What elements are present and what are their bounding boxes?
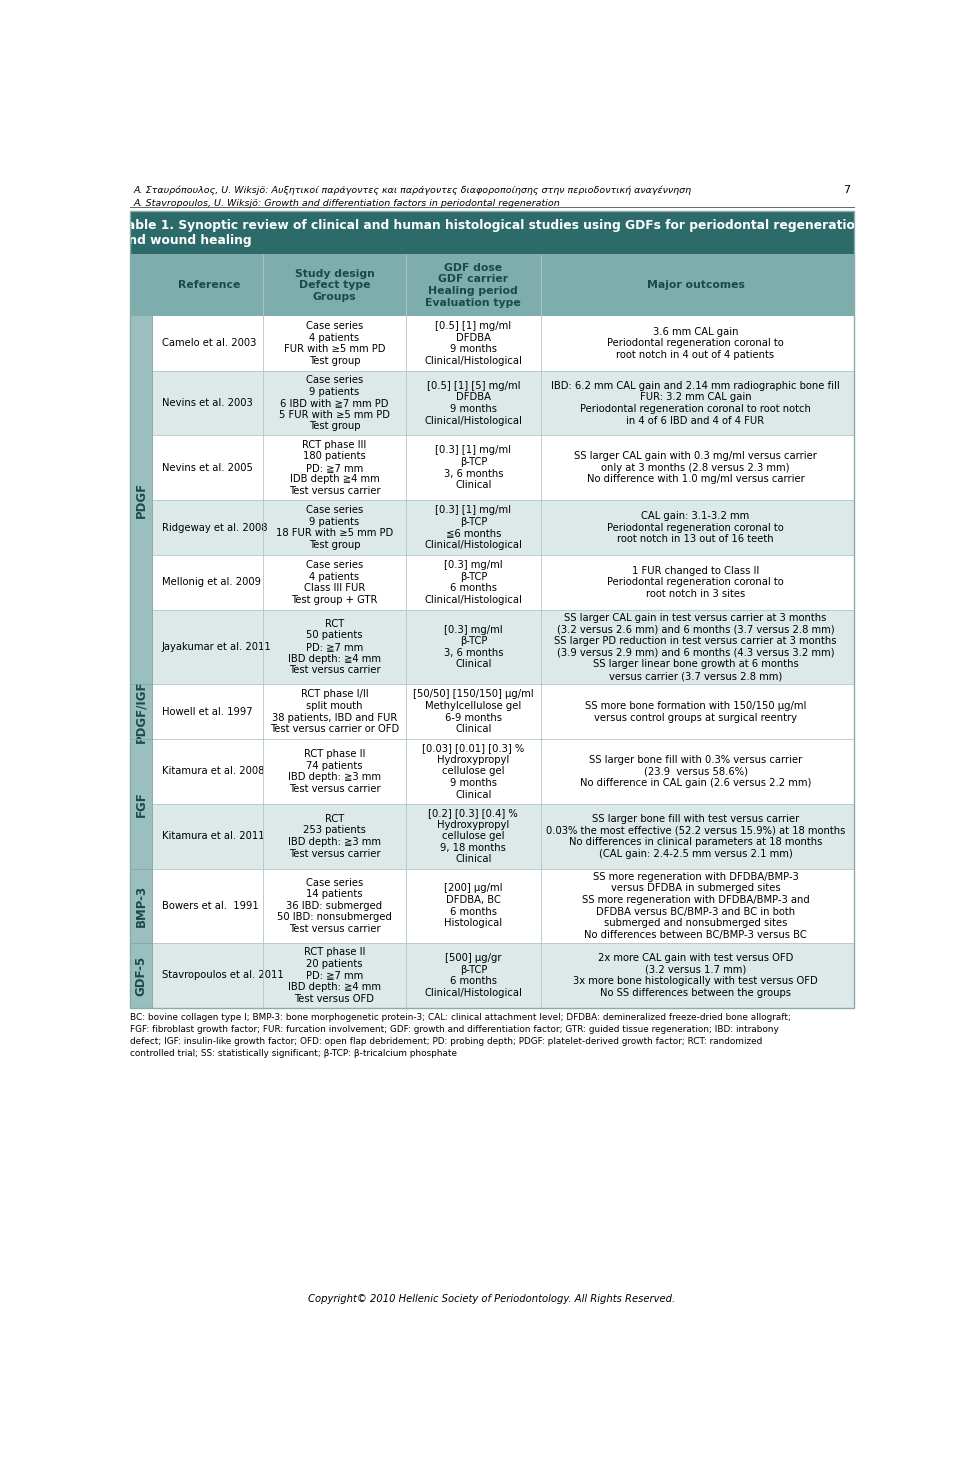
Text: RCT phase III
180 patients
PD: ≧7 mm
IDB depth ≧4 mm
Test versus carrier: RCT phase III 180 patients PD: ≧7 mm IDB… — [289, 439, 380, 497]
Text: Kitamura et al. 2011: Kitamura et al. 2011 — [162, 831, 264, 841]
Text: RCT phase II
74 patients
IBD depth: ≧3 mm
Test versus carrier: RCT phase II 74 patients IBD depth: ≧3 m… — [288, 749, 381, 794]
Text: [0.2] [0.3] [0.4] %
Hydroxypropyl
cellulose gel
9, 18 months
Clinical: [0.2] [0.3] [0.4] % Hydroxypropyl cellul… — [428, 808, 518, 865]
Text: BC: bovine collagen type I; BMP-3: bone morphogenetic protein-3; CAL: clinical a: BC: bovine collagen type I; BMP-3: bone … — [130, 1012, 791, 1058]
Bar — [130, 804, 854, 869]
Text: GDF-5: GDF-5 — [134, 955, 148, 996]
Text: RCT
253 patients
IBD depth: ≧3 mm
Test versus carrier: RCT 253 patients IBD depth: ≧3 mm Test v… — [288, 814, 381, 859]
Text: Jayakumar et al. 2011: Jayakumar et al. 2011 — [162, 641, 272, 652]
Text: 2x more CAL gain with test versus OFD
(3.2 versus 1.7 mm)
3x more bone histologi: 2x more CAL gain with test versus OFD (3… — [573, 953, 818, 998]
Text: [500] μg/gr
β-TCP
6 months
Clinical/Histological: [500] μg/gr β-TCP 6 months Clinical/Hist… — [424, 953, 522, 998]
Text: Bowers et al.  1991: Bowers et al. 1991 — [162, 900, 258, 910]
Text: RCT phase II
20 patients
PD: ≧7 mm
IBD depth: ≧4 mm
Test versus OFD: RCT phase II 20 patients PD: ≧7 mm IBD d… — [288, 947, 381, 1004]
Text: Table 1. Synoptic review of clinical and human histological studies using GDFs f: Table 1. Synoptic review of clinical and… — [120, 219, 864, 247]
Text: SS more regeneration with DFDBA/BMP-3
versus DFDBA in submerged sites
SS more re: SS more regeneration with DFDBA/BMP-3 ve… — [582, 872, 809, 940]
Bar — [130, 211, 854, 254]
Text: A. Σταυρόπουλος, U. Wiksjö: Αυξητικοί παράγοντες και παράγοντες διαφοροποίησης σ: A. Σταυρόπουλος, U. Wiksjö: Αυξητικοί πα… — [134, 185, 692, 195]
Text: IBD: 6.2 mm CAL gain and 2.14 mm radiographic bone fill
FUR: 3.2 mm CAL gain
Per: IBD: 6.2 mm CAL gain and 2.14 mm radiogr… — [551, 381, 840, 426]
Text: 7: 7 — [843, 185, 850, 195]
Text: 1 FUR changed to Class II
Periodontal regeneration coronal to
root notch in 3 si: 1 FUR changed to Class II Periodontal re… — [607, 566, 784, 599]
Text: Case series
4 patients
FUR with ≥5 mm PD
Test group: Case series 4 patients FUR with ≥5 mm PD… — [284, 321, 385, 365]
Bar — [130, 554, 854, 610]
Text: Case series
4 patients
Class III FUR
Test group + GTR: Case series 4 patients Class III FUR Tes… — [291, 560, 377, 605]
Text: CAL gain: 3.1-3.2 mm
Periodontal regeneration coronal to
root notch in 13 out of: CAL gain: 3.1-3.2 mm Periodontal regener… — [607, 511, 784, 544]
Text: Case series
9 patients
18 FUR with ≥5 mm PD
Test group: Case series 9 patients 18 FUR with ≥5 mm… — [276, 505, 393, 550]
Text: [0.5] [1] mg/ml
DFDBA
9 months
Clinical/Histological: [0.5] [1] mg/ml DFDBA 9 months Clinical/… — [424, 321, 522, 365]
Text: Major outcomes: Major outcomes — [647, 281, 745, 290]
Text: Stavropoulos et al. 2011: Stavropoulos et al. 2011 — [162, 971, 283, 980]
Text: PDGF/IGF: PDGF/IGF — [134, 680, 148, 743]
Text: SS more bone formation with 150/150 μg/ml
versus control groups at surgical reen: SS more bone formation with 150/150 μg/m… — [585, 701, 806, 723]
Text: A. Stavropoulos, U. Wiksjö: Growth and differentiation factors in periodontal re: A. Stavropoulos, U. Wiksjö: Growth and d… — [134, 198, 561, 207]
Text: Howell et al. 1997: Howell et al. 1997 — [162, 706, 252, 717]
Text: [0.5] [1] [5] mg/ml
DFDBA
9 months
Clinical/Histological: [0.5] [1] [5] mg/ml DFDBA 9 months Clini… — [424, 381, 522, 426]
Bar — [130, 610, 854, 684]
Text: GDF dose
GDF carrier
Healing period
Evaluation type: GDF dose GDF carrier Healing period Eval… — [425, 263, 521, 307]
Bar — [130, 869, 854, 943]
Bar — [130, 739, 152, 869]
Text: [0.3] mg/ml
β-TCP
6 months
Clinical/Histological: [0.3] mg/ml β-TCP 6 months Clinical/Hist… — [424, 560, 522, 605]
Text: SS larger bone fill with 0.3% versus carrier
(23.9  versus 58.6%)
No difference : SS larger bone fill with 0.3% versus car… — [580, 755, 811, 788]
Text: Case series
9 patients
6 IBD with ≧7 mm PD
5 FUR with ≥5 mm PD
Test group: Case series 9 patients 6 IBD with ≧7 mm … — [279, 375, 390, 432]
Text: SS larger bone fill with test versus carrier
0.03% the most effective (52.2 vers: SS larger bone fill with test versus car… — [546, 814, 845, 859]
Text: SS larger CAL gain in test versus carrier at 3 months
(3.2 versus 2.6 mm) and 6 : SS larger CAL gain in test versus carrie… — [554, 613, 837, 681]
Text: Mellonig et al. 2009: Mellonig et al. 2009 — [162, 578, 261, 587]
Text: Camelo et al. 2003: Camelo et al. 2003 — [162, 338, 256, 349]
Bar — [130, 943, 854, 1008]
Text: Copyright© 2010 Hellenic Society of Periodontology. All Rights Reserved.: Copyright© 2010 Hellenic Society of Peri… — [308, 1293, 676, 1304]
Text: BMP-3: BMP-3 — [134, 885, 148, 927]
Text: FGF: FGF — [134, 791, 148, 817]
Text: SS larger CAL gain with 0.3 mg/ml versus carrier
only at 3 months (2.8 versus 2.: SS larger CAL gain with 0.3 mg/ml versus… — [574, 451, 817, 485]
Bar — [130, 254, 854, 316]
Text: Study design
Defect type
Groups: Study design Defect type Groups — [295, 269, 374, 302]
Text: [0.3] [1] mg/ml
β-TCP
≦6 months
Clinical/Histological: [0.3] [1] mg/ml β-TCP ≦6 months Clinical… — [424, 505, 522, 550]
Text: 3.6 mm CAL gain
Periodontal regeneration coronal to
root notch in 4 out of 4 pat: 3.6 mm CAL gain Periodontal regeneration… — [607, 327, 784, 361]
Text: [50/50] [150/150] μg/ml
Methylcellulose gel
6-9 months
Clinical: [50/50] [150/150] μg/ml Methylcellulose … — [413, 689, 534, 735]
Bar — [130, 739, 854, 804]
Text: PDGF: PDGF — [134, 482, 148, 519]
Bar — [130, 316, 854, 371]
Text: [0.03] [0.01] [0.3] %
Hydroxypropyl
cellulose gel
9 months
Clinical: [0.03] [0.01] [0.3] % Hydroxypropyl cell… — [422, 743, 524, 800]
Bar — [130, 316, 152, 684]
Bar — [130, 371, 854, 436]
Bar — [130, 684, 152, 739]
Bar — [130, 684, 854, 739]
Bar — [130, 500, 854, 554]
Text: Ridgeway et al. 2008: Ridgeway et al. 2008 — [162, 523, 267, 532]
Text: Nevins et al. 2003: Nevins et al. 2003 — [162, 398, 252, 408]
Text: [0.3] [1] mg/ml
β-TCP
3, 6 months
Clinical: [0.3] [1] mg/ml β-TCP 3, 6 months Clinic… — [435, 445, 512, 491]
Bar — [130, 436, 854, 500]
Text: Kitamura et al. 2008: Kitamura et al. 2008 — [162, 767, 264, 776]
Bar — [130, 211, 854, 1008]
Text: Nevins et al. 2005: Nevins et al. 2005 — [162, 463, 252, 473]
Bar — [130, 943, 152, 1008]
Text: RCT
50 patients
PD: ≧7 mm
IBD depth: ≧4 mm
Test versus carrier: RCT 50 patients PD: ≧7 mm IBD depth: ≧4 … — [288, 619, 381, 675]
Text: RCT phase I/II
split mouth
38 patients, IBD and FUR
Test versus carrier or OFD: RCT phase I/II split mouth 38 patients, … — [270, 689, 399, 735]
Text: [0.3] mg/ml
β-TCP
3, 6 months
Clinical: [0.3] mg/ml β-TCP 3, 6 months Clinical — [444, 625, 503, 670]
Bar — [130, 869, 152, 943]
Text: Reference: Reference — [179, 281, 241, 290]
Text: [200] μg/ml
DFDBA, BC
6 months
Histological: [200] μg/ml DFDBA, BC 6 months Histologi… — [444, 884, 503, 928]
Text: Case series
14 patients
36 IBD: submerged
50 IBD: nonsubmerged
Test versus carri: Case series 14 patients 36 IBD: submerge… — [277, 878, 392, 934]
